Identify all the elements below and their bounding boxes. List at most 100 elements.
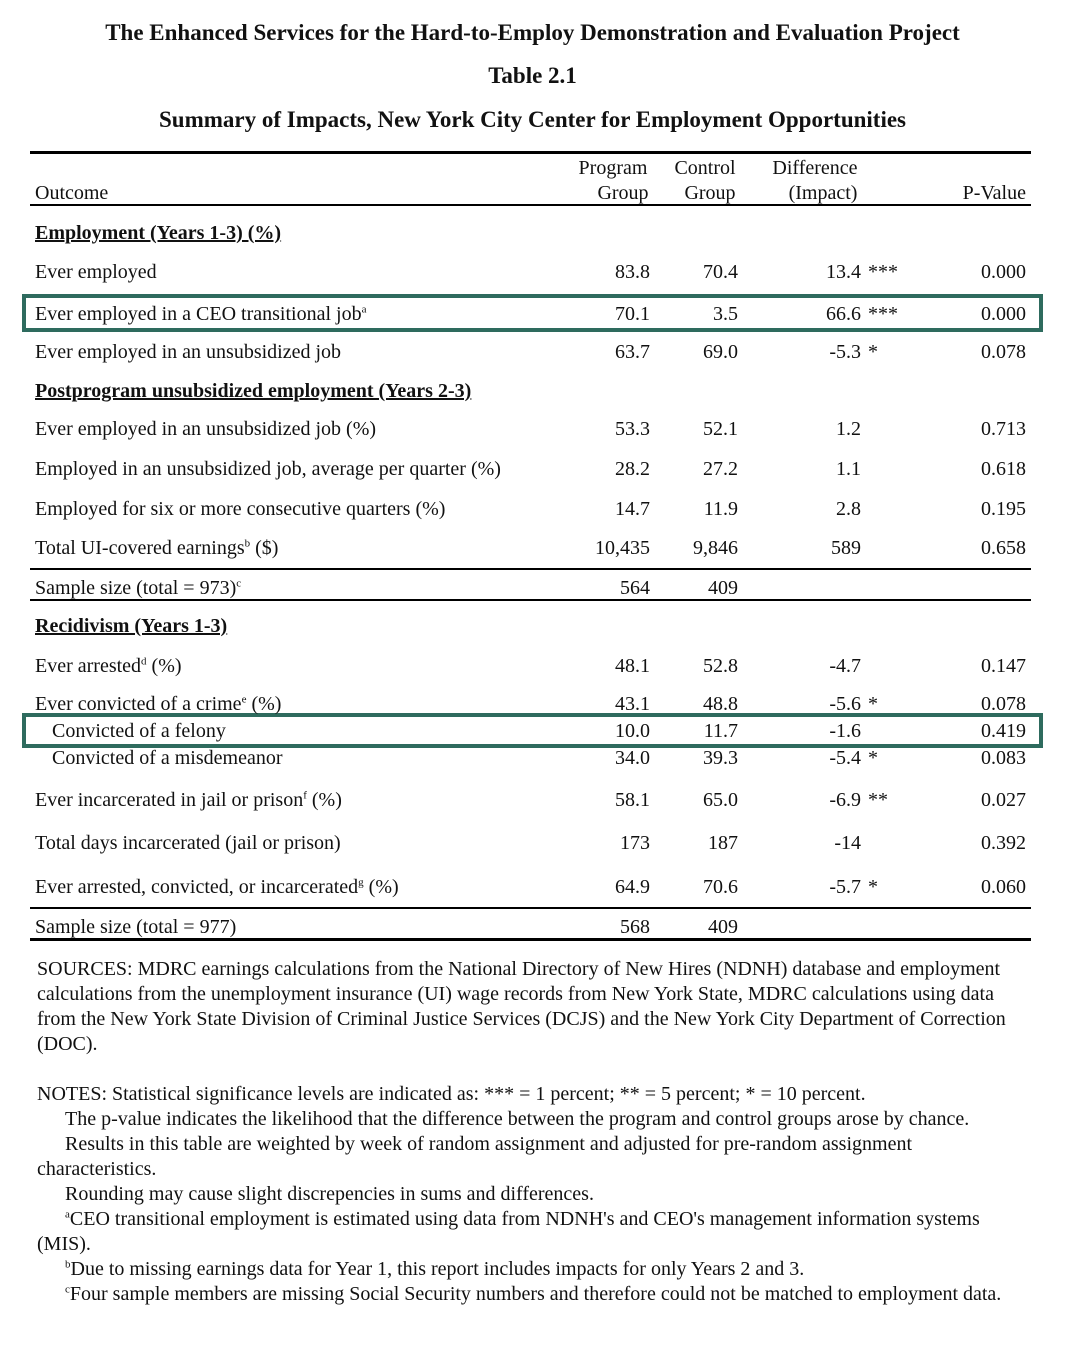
section-postprogram: Postprogram unsubsidized employment (Yea… — [35, 380, 472, 402]
row-footnote-mark: f — [303, 789, 307, 802]
row-footnote-mark: a — [361, 303, 367, 316]
p-value: 0.419 — [981, 720, 1026, 742]
row-footnote-mark: e — [241, 693, 247, 706]
impact-value: -5.6 — [829, 693, 861, 715]
row-label: Convicted of a misdemeanor — [52, 748, 283, 768]
program-group-value: 173 — [620, 832, 650, 854]
row-label-text: Employed in an unsubsidized job, average… — [35, 458, 501, 480]
footnote-b-mark: b — [65, 1258, 71, 1271]
control-group-value: 48.8 — [703, 693, 738, 715]
sample-rule-bottom-1 — [30, 599, 1031, 601]
program-group-value: 63.7 — [615, 341, 650, 363]
p-value: 0.078 — [981, 341, 1026, 363]
row-label: Ever employed in a CEO transitional joba — [35, 304, 366, 324]
col-header-diff-2: (Impact) — [788, 182, 858, 204]
control-group-value: 27.2 — [703, 458, 738, 480]
row-label-text: Ever convicted of a crime — [35, 693, 242, 715]
program-group-value: 58.1 — [615, 789, 650, 811]
program-group-value: 28.2 — [615, 458, 650, 480]
impact-value: -5.4 — [829, 747, 861, 769]
significance-stars: ** — [868, 789, 888, 811]
impact-value: 2.8 — [836, 498, 861, 520]
significance-stars: * — [868, 876, 878, 898]
header-rule — [30, 204, 1031, 206]
col-header-program-2: Group — [597, 182, 649, 204]
control-group-value: 3.5 — [713, 303, 738, 325]
program-group-value: 83.8 — [615, 261, 650, 283]
p-value: 0.392 — [981, 832, 1026, 854]
row-label-unit: (%) — [246, 693, 282, 715]
row-label: Convicted of a felony — [52, 721, 226, 741]
control-group-value: 11.9 — [703, 498, 738, 520]
row-label-unit: (%) — [363, 876, 399, 898]
row-footnote-mark: c — [236, 577, 242, 590]
impact-value: 1.1 — [836, 458, 861, 480]
program-group-value: 34.0 — [615, 747, 650, 769]
control-group-value: 52.8 — [703, 655, 738, 677]
control-group-value: 409 — [708, 577, 738, 599]
p-value: 0.713 — [981, 418, 1026, 440]
control-group-value: 70.6 — [703, 876, 738, 898]
row-label: Ever arrestedd (%) — [35, 656, 182, 676]
p-value: 0.060 — [981, 876, 1026, 898]
impact-value: 66.6 — [826, 303, 861, 325]
row-label: Ever incarcerated in jail or prisonf (%) — [35, 790, 342, 810]
row-label-unit: (%) — [306, 789, 342, 811]
program-group-value: 48.1 — [615, 655, 650, 677]
row-label-text: Employed for six or more consecutive qua… — [35, 498, 446, 520]
program-group-value: 14.7 — [615, 498, 650, 520]
p-value: 0.083 — [981, 747, 1026, 769]
sample-rule-top-1 — [30, 568, 1031, 570]
row-label-text: Convicted of a misdemeanor — [52, 747, 283, 769]
impact-value: -5.3 — [829, 341, 861, 363]
table-subtitle: Summary of Impacts, New York City Center… — [158, 107, 907, 132]
report-title: The Enhanced Services for the Hard-to-Em… — [105, 20, 960, 45]
row-footnote-mark: g — [358, 876, 364, 889]
row-label: Total UI-covered earningsb ($) — [35, 538, 278, 558]
significance-stars: *** — [868, 303, 898, 325]
control-group-value: 11.7 — [703, 720, 738, 742]
control-group-value: 69.0 — [703, 341, 738, 363]
row-label: Ever employed in an unsubsidized job (%) — [35, 419, 376, 439]
program-group-value: 10.0 — [615, 720, 650, 742]
footnote-c-mark: c — [65, 1283, 70, 1296]
significance-stars: * — [868, 693, 878, 715]
program-group-value: 43.1 — [615, 693, 650, 715]
p-value: 0.078 — [981, 693, 1026, 715]
highlight-ceo-transitional-row — [22, 294, 1043, 332]
impact-value: -4.7 — [829, 655, 861, 677]
row-label: Sample size (total = 977) — [35, 917, 236, 937]
impact-value: -5.7 — [829, 876, 861, 898]
col-header-diff-1: Difference — [772, 157, 858, 179]
significance-stars: *** — [868, 261, 898, 283]
p-value: 0.618 — [981, 458, 1026, 480]
control-group-value: 409 — [708, 916, 738, 938]
control-group-value: 187 — [708, 832, 738, 854]
row-label-unit: ($) — [250, 537, 279, 559]
row-label: Total days incarcerated (jail or prison) — [35, 833, 341, 853]
program-group-value: 10,435 — [595, 537, 650, 559]
note-rounding: Rounding may cause slight discrepencies … — [65, 1183, 594, 1205]
row-label-text: Convicted of a felony — [52, 720, 226, 742]
significance-stars: * — [868, 341, 878, 363]
control-group-value: 65.0 — [703, 789, 738, 811]
row-label-text: Ever employed in an unsubsidized job (%) — [35, 418, 377, 440]
highlight-felony-row — [22, 713, 1043, 748]
row-label-text: Ever employed in a CEO transitional job — [35, 303, 362, 325]
note-weighting: Results in this table are weighted by we… — [37, 1133, 913, 1180]
sources-text: SOURCES: MDRC earnings calculations from… — [37, 958, 1006, 1055]
program-group-value: 568 — [620, 916, 650, 938]
notes-block: NOTES: Statistical significance levels a… — [37, 1082, 1027, 1307]
control-group-value: 52.1 — [703, 418, 738, 440]
row-label: Ever employed — [35, 262, 157, 282]
program-group-value: 53.3 — [615, 418, 650, 440]
section-employment: Employment (Years 1-3) (%) — [35, 222, 282, 244]
p-value: 0.658 — [981, 537, 1026, 559]
col-header-outcome: Outcome — [35, 182, 109, 204]
row-label-text: Ever incarcerated in jail or prison — [35, 789, 304, 811]
row-label: Ever convicted of a crimee (%) — [35, 694, 281, 714]
row-label-text: Ever arrested, convicted, or incarcerate… — [35, 876, 359, 898]
row-label: Employed in an unsubsidized job, average… — [35, 459, 501, 479]
row-label: Ever employed in an unsubsidized job — [35, 342, 341, 362]
table-label: Table 2.1 — [488, 63, 577, 88]
